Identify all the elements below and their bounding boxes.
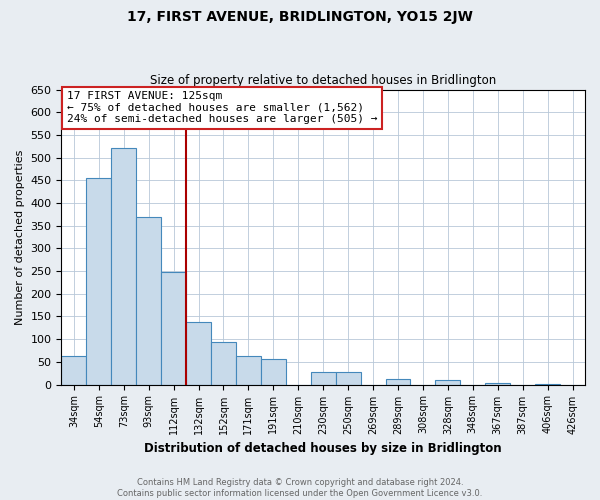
Bar [186, 322, 211, 384]
Text: Contains HM Land Registry data © Crown copyright and database right 2024.
Contai: Contains HM Land Registry data © Crown c… [118, 478, 482, 498]
X-axis label: Distribution of detached houses by size in Bridlington: Distribution of detached houses by size … [145, 442, 502, 455]
Text: 17 FIRST AVENUE: 125sqm
← 75% of detached houses are smaller (1,562)
24% of semi: 17 FIRST AVENUE: 125sqm ← 75% of detache… [67, 91, 377, 124]
Bar [161, 272, 186, 384]
Bar [261, 358, 286, 384]
Y-axis label: Number of detached properties: Number of detached properties [15, 150, 25, 325]
Text: 17, FIRST AVENUE, BRIDLINGTON, YO15 2JW: 17, FIRST AVENUE, BRIDLINGTON, YO15 2JW [127, 10, 473, 24]
Bar [436, 380, 460, 384]
Bar [211, 342, 236, 384]
Bar [111, 148, 136, 384]
Bar [236, 356, 261, 384]
Bar [335, 372, 361, 384]
Title: Size of property relative to detached houses in Bridlington: Size of property relative to detached ho… [150, 74, 496, 87]
Bar [485, 383, 510, 384]
Bar [311, 372, 335, 384]
Bar [136, 216, 161, 384]
Bar [386, 379, 410, 384]
Bar [61, 356, 86, 384]
Bar [86, 178, 111, 384]
